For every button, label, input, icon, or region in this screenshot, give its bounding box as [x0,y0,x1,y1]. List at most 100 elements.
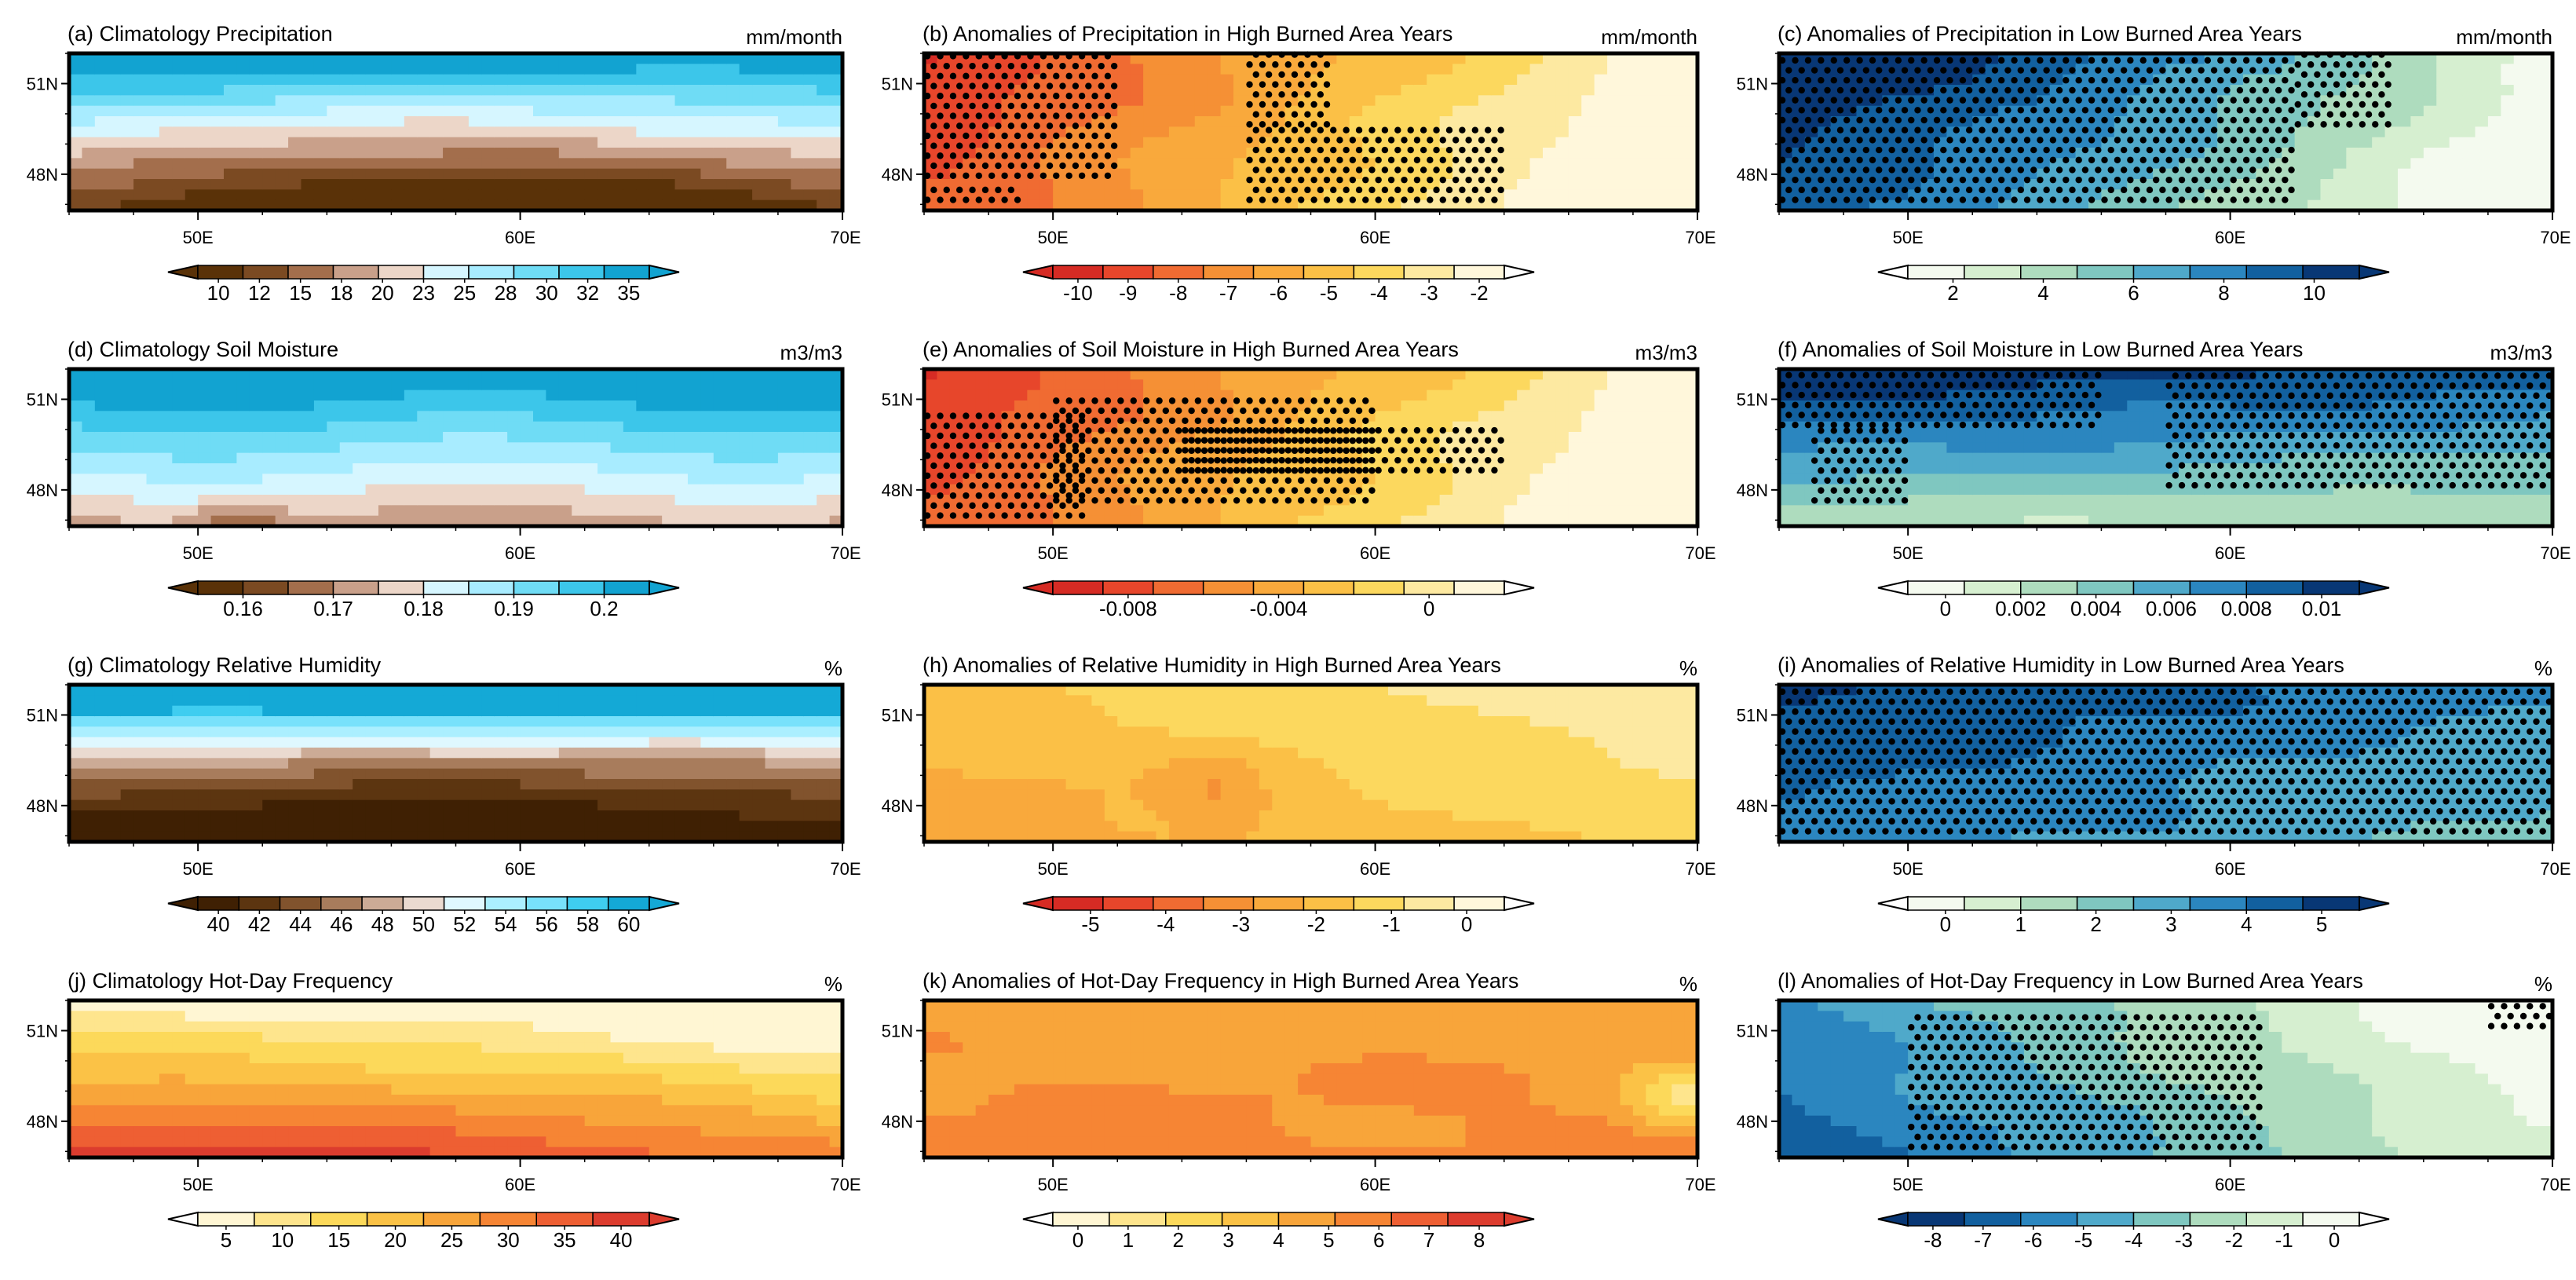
heatmap-cell [121,64,134,75]
heatmap-cell [301,453,315,464]
heatmap-cell [521,64,534,75]
heatmap-cell [700,179,714,190]
stipple-dot [1966,147,1972,153]
heatmap-cell [752,158,765,169]
heatmap-cell [108,64,121,75]
heatmap-cell [817,379,830,390]
stipple-dot [1966,187,1972,193]
heatmap-cell [714,485,727,496]
heatmap-cell [211,179,225,190]
heatmap-cell [133,411,147,422]
heatmap-cell [662,453,675,464]
heatmap-cell [288,400,301,411]
heatmap-cell [1466,116,1479,127]
heatmap-cell [353,158,366,169]
heatmap-cell [804,390,817,401]
heatmap-cell [662,400,675,411]
heatmap-cell [314,158,327,169]
heatmap-cell [1401,64,1414,75]
heatmap-cell [572,442,585,453]
heatmap-cell [1233,116,1247,127]
heatmap-cell [714,189,727,200]
stipple-dot [1246,196,1252,203]
heatmap-cell [700,85,714,96]
stipple-dot [988,173,995,179]
heatmap-cell [262,158,276,169]
heatmap-cell [2436,126,2450,137]
stipple-dot [2191,97,2198,103]
heatmap-cell [1221,64,1234,75]
stipple-dot [1946,57,1953,64]
stipple-dot [1111,163,1117,169]
heatmap-cell [546,148,559,159]
stipple-dot [1863,166,1869,173]
stipple-dot [1362,177,1368,183]
heatmap-cell [1478,85,1492,96]
heatmap-cell [121,390,134,401]
heatmap-cell [559,463,572,474]
heatmap-cell [649,411,663,422]
heatmap-cell [82,495,95,506]
heatmap-cell [481,148,495,159]
heatmap-cell [1350,95,1363,106]
heatmap-cell [366,505,379,516]
stipple-dot [1934,157,1940,163]
heatmap-cell [649,463,663,474]
heatmap-cell [636,411,649,422]
stipple-dot [1014,196,1021,203]
heatmap-cell [726,485,740,496]
heatmap-cell [611,75,624,86]
heatmap-cell [1672,64,1685,75]
heatmap-cell [585,75,598,86]
heatmap-cell [1143,158,1156,169]
stipple-dot [1427,137,1433,143]
heatmap-cell [69,126,82,137]
heatmap-cell [752,379,765,390]
heatmap-cell [198,474,211,485]
stipple-dot [1292,126,1298,133]
stipple-dot [2223,187,2230,193]
heatmap-cell [262,485,276,496]
y-tick-label: 51N [27,389,58,409]
heatmap-cell [765,106,779,117]
heatmap-cell [572,137,585,148]
heatmap-cell [1607,75,1621,86]
stipple-dot [1966,166,1972,173]
heatmap-cell [740,400,753,411]
heatmap-cell [469,411,482,422]
heatmap-cell [276,432,289,443]
stipple-dot [1882,77,1888,83]
stipple-dot [1850,126,1856,133]
heatmap-cell [804,106,817,117]
heatmap-cell [69,422,82,433]
heatmap-cell [224,474,237,485]
stipple-dot [2069,67,2075,73]
heatmap-cell [2462,169,2476,180]
heatmap-cell [250,505,263,516]
stipple-dot [1091,73,1098,79]
heatmap-cell [2527,126,2540,137]
stipple-dot [1908,97,1914,103]
heatmap-cell [417,95,430,106]
heatmap-cell [1672,75,1685,86]
heatmap-cell [366,148,379,159]
stipple-dot [2366,91,2372,97]
heatmap-cell [159,116,173,127]
heatmap-cell [1182,64,1195,75]
heatmap-cell [1672,148,1685,159]
heatmap-cell [546,474,559,485]
heatmap-cells [924,369,1698,527]
stipple-dot [1266,126,1272,133]
stipple-dot [2256,77,2262,83]
heatmap-cell [198,137,211,148]
stipple-dot [1850,166,1856,173]
stipple-dot [1427,177,1433,183]
heatmap-cell [417,390,430,401]
heatmap-cell [714,379,727,390]
heatmap-cell [623,432,637,443]
heatmap-cell [224,106,237,117]
heatmap-cell [521,116,534,127]
heatmap-cell [2346,148,2359,159]
